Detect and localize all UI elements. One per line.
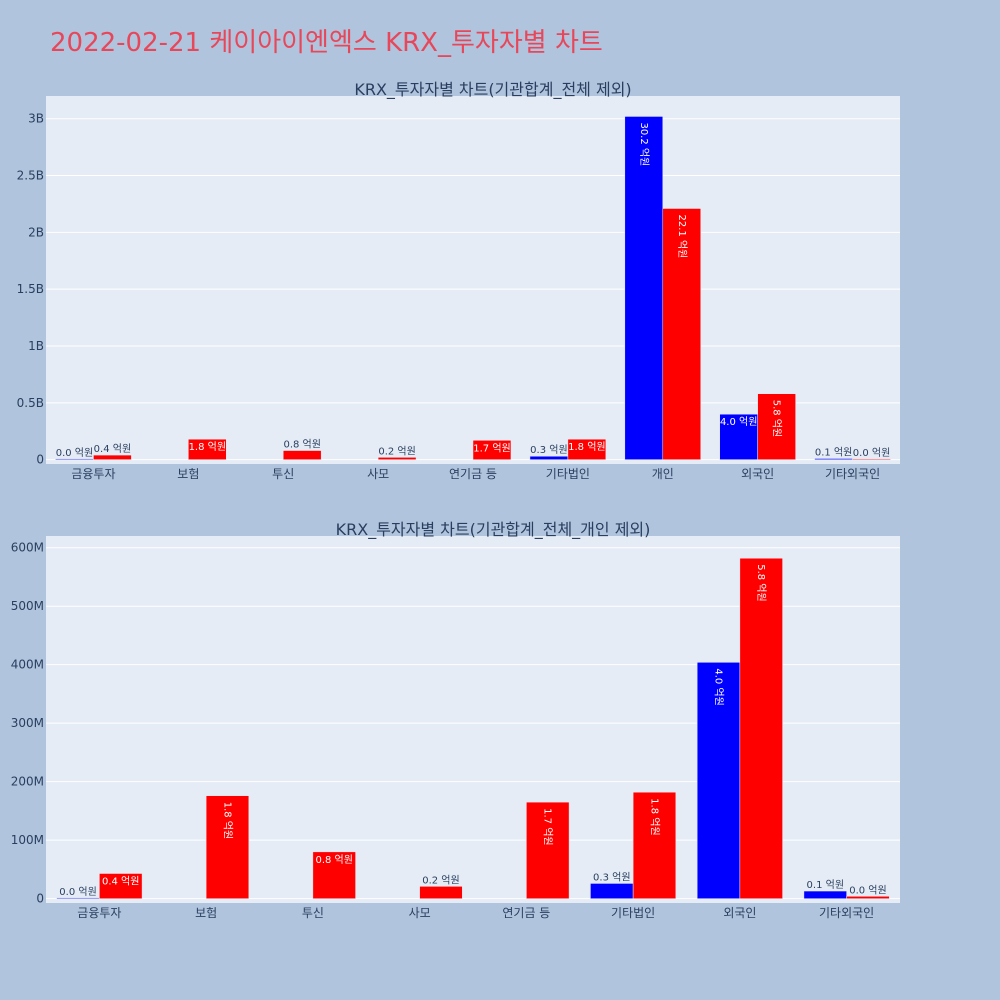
data-label: 0.0 억원 [59, 886, 96, 898]
x-tick-label: 기타외국인 [819, 906, 874, 920]
y-tick-label: 600M [11, 541, 44, 555]
data-label: 5.8 억원 [771, 400, 783, 437]
x-tick-label: 금융투자 [71, 467, 115, 481]
x-tick-label: 기타법인 [611, 906, 655, 920]
chart-title: KRX_투자자별 차트(기관합계_전체_개인 제외) [336, 520, 651, 540]
y-tick-label: 500M [11, 599, 44, 613]
x-tick-label: 보험 [177, 467, 199, 481]
data-label: 0.0 억원 [56, 447, 93, 459]
data-label: 0.3 억원 [593, 871, 630, 883]
x-tick-label: 기타법인 [546, 467, 590, 481]
data-label: 0.4 억원 [94, 443, 131, 455]
data-label: 0.0 억원 [849, 884, 886, 896]
data-label: 1.8 억원 [648, 798, 660, 835]
y-tick-label: 2.5B [17, 169, 44, 183]
data-label: 0.2 억원 [422, 874, 459, 886]
data-label: 0.8 억원 [283, 439, 320, 451]
bar-series-a [814, 458, 853, 460]
x-tick-label: 사모 [367, 467, 389, 481]
bar-series-b [846, 896, 890, 899]
data-label: 22.1 억원 [676, 215, 688, 259]
data-label: 0.1 억원 [815, 447, 852, 459]
y-tick-label: 1.5B [17, 282, 44, 296]
bar-series-b [739, 557, 783, 899]
bar-series-a [624, 116, 664, 460]
bar-series-b [852, 458, 891, 460]
x-tick-label: 외국인 [723, 906, 756, 920]
bar-series-b [93, 454, 132, 460]
bar-series-b [419, 886, 463, 899]
bar-series-a [56, 897, 100, 899]
data-label: 1.7 억원 [473, 442, 510, 454]
bar-series-b [312, 851, 356, 899]
y-tick-label: 200M [11, 775, 44, 789]
data-label: 0.1 억원 [807, 879, 844, 891]
data-label: 4.0 억원 [720, 416, 757, 428]
x-tick-label: 금융투자 [77, 906, 121, 920]
x-tick-label: 연기금 등 [449, 467, 497, 481]
bar-series-b [526, 801, 570, 899]
data-label: 0.8 억원 [315, 854, 352, 866]
data-label: 4.0 억원 [713, 668, 725, 705]
page-title: 2022-02-21 케이아이엔엑스 KRX_투자자별 차트 [50, 28, 603, 58]
x-tick-label: 보험 [195, 906, 217, 920]
y-tick-label: 300M [11, 716, 44, 730]
y-tick-label: 0 [36, 892, 44, 906]
x-tick-label: 외국인 [741, 467, 774, 481]
y-tick-label: 100M [11, 833, 44, 847]
data-label: 0.4 억원 [102, 875, 139, 887]
data-label: 0.3 억원 [530, 444, 567, 456]
bar-series-b [757, 393, 796, 460]
y-tick-label: 400M [11, 658, 44, 672]
bar-series-b [472, 440, 512, 460]
data-label: 1.8 억원 [221, 802, 233, 839]
data-label: 5.8 억원 [755, 564, 767, 601]
x-tick-label: 투신 [272, 467, 294, 481]
bar-series-a [55, 458, 94, 460]
x-tick-label: 기타외국인 [825, 467, 880, 481]
bar-series-b [205, 795, 250, 899]
data-label: 30.2 억원 [638, 122, 650, 166]
bar-series-b [282, 450, 322, 460]
y-tick-label: 0.5B [17, 396, 44, 410]
chart-bottom: KRX_투자자별 차트(기관합계_전체_개인 제외) 0 100M 200M 300M 4… [11, 520, 900, 920]
data-label: 1.8 억원 [568, 441, 605, 453]
x-tick-label: 연기금 등 [502, 906, 550, 920]
y-tick-label: 2B [28, 225, 44, 239]
chart-top: KRX_투자자별 차트(기관합계_전체 제외) 0 0.5B 1B 1.5B 2B 2.5B… [17, 80, 900, 481]
bar-series-a [529, 455, 569, 460]
y-tick-label: 0 [36, 453, 44, 467]
bar-series-b [99, 873, 143, 899]
bar-series-a [590, 883, 634, 899]
x-tick-label: 사모 [409, 906, 431, 920]
data-label: 0.0 억원 [853, 447, 890, 459]
chart-title: KRX_투자자별 차트(기관합계_전체 제외) [354, 80, 631, 100]
bar-series-b [567, 438, 607, 460]
y-tick-label: 3B [28, 112, 44, 126]
bar-series-b [188, 438, 227, 460]
x-tick-label: 투신 [302, 906, 324, 920]
bar-series-b [632, 791, 677, 899]
bar-series-b [377, 457, 417, 460]
data-label: 0.2 억원 [378, 445, 415, 457]
bar-series-a [803, 890, 847, 899]
x-tick-label: 개인 [652, 467, 674, 481]
data-label: 1.8 억원 [189, 441, 226, 453]
data-label: 1.7 억원 [542, 808, 554, 845]
bar-series-a [719, 413, 758, 460]
y-tick-label: 1B [28, 339, 44, 353]
bar-series-b [662, 208, 701, 460]
